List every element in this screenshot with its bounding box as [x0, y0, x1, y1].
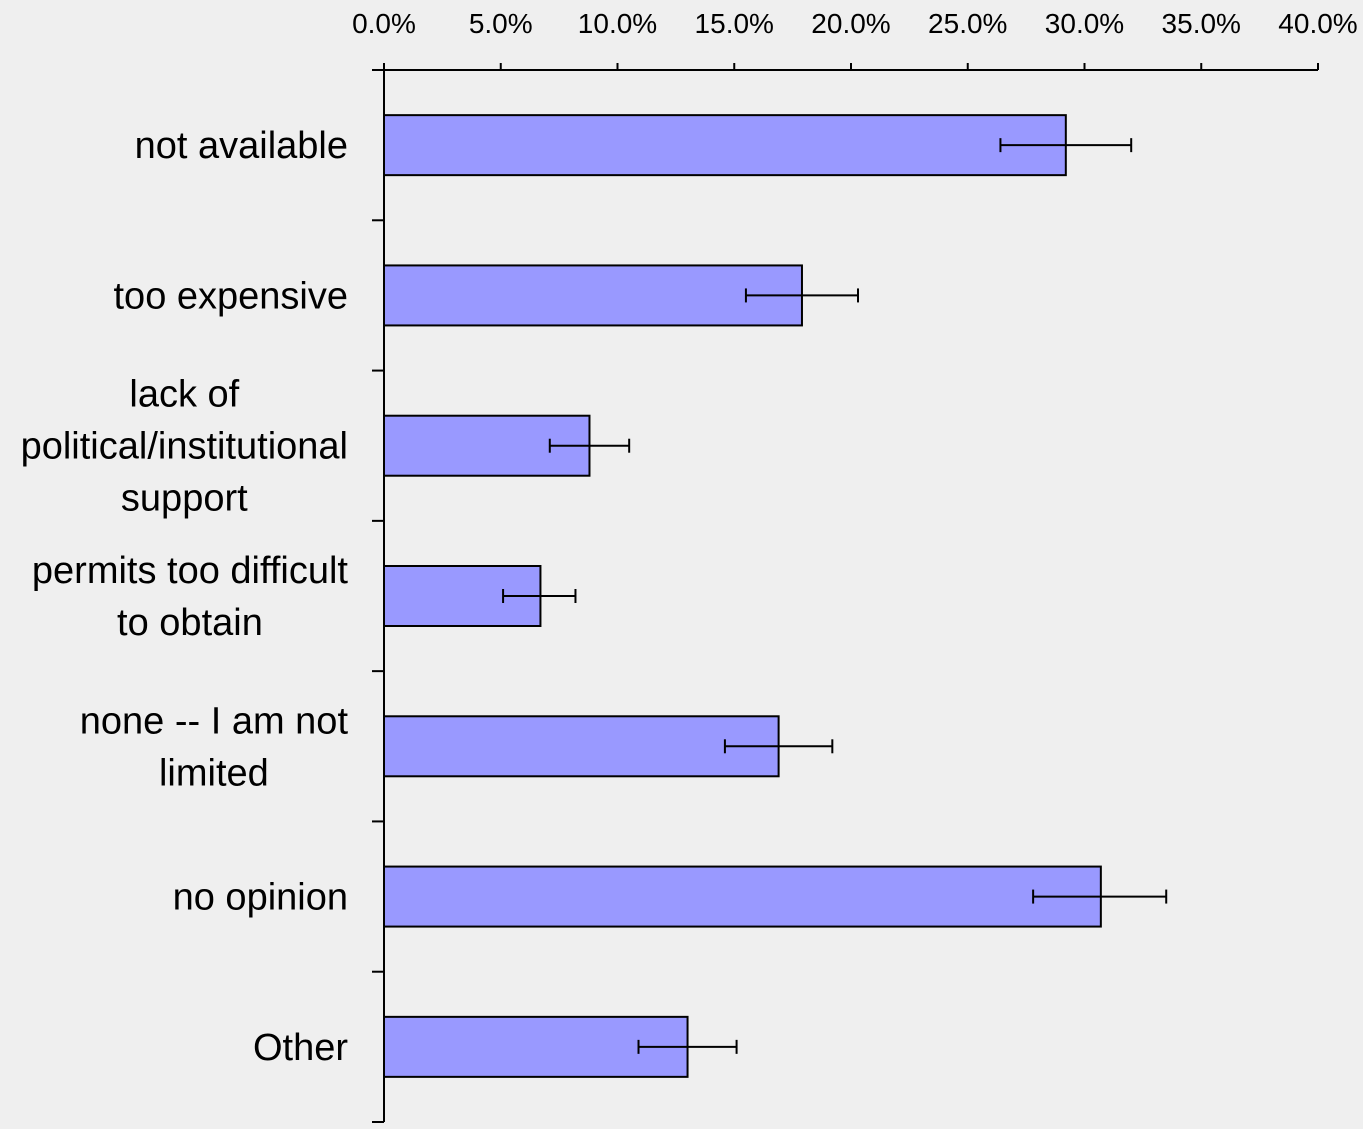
bar	[383, 865, 1102, 928]
x-tick-label: 0.0%	[352, 8, 416, 39]
bar	[383, 715, 780, 778]
category-label-line: limited	[159, 752, 269, 794]
x-tick-label: 25.0%	[928, 8, 1007, 39]
category-labels-group: not available too expensive lack of politic…	[21, 125, 349, 1069]
category-label: too expensive	[114, 275, 349, 317]
category-label-line: to obtain	[117, 602, 263, 644]
bar	[383, 264, 803, 327]
x-axis: 0.0% 5.0% 10.0% 15.0% 20.0% 25.0% 30.0% 35.0% 40…	[352, 8, 1358, 71]
category-label-line: permits too difficult	[32, 550, 349, 592]
bars-group	[383, 114, 1102, 1078]
category-label-line: no opinion	[173, 877, 348, 919]
x-tick-label: 40.0%	[1278, 8, 1357, 39]
x-tick-label: 30.0%	[1045, 8, 1124, 39]
category-label-line: political/institutional	[21, 426, 348, 468]
category-label: permits too difficult to obtain	[32, 550, 349, 644]
category-label-line: none -- I am not	[80, 700, 349, 742]
category-label-line: lack of	[129, 374, 239, 416]
category-label: none -- I am not limited	[80, 700, 349, 794]
category-label: not available	[135, 125, 348, 167]
bar	[383, 114, 1067, 177]
category-label: lack of political/institutional support	[21, 374, 348, 520]
x-tick-label: 20.0%	[811, 8, 890, 39]
error-bars-group	[502, 138, 1168, 1054]
x-tick-label: 10.0%	[578, 8, 657, 39]
category-label-line: support	[121, 478, 248, 520]
category-label-line: too expensive	[114, 275, 349, 317]
category-label: Other	[253, 1027, 348, 1069]
category-label-line: not available	[135, 125, 348, 167]
x-tick-label: 5.0%	[469, 8, 533, 39]
x-tick-label: 35.0%	[1162, 8, 1241, 39]
category-label: no opinion	[173, 877, 348, 919]
x-tick-label: 15.0%	[695, 8, 774, 39]
y-axis	[372, 69, 385, 1123]
category-label-line: Other	[253, 1027, 348, 1069]
bar	[383, 1015, 689, 1078]
